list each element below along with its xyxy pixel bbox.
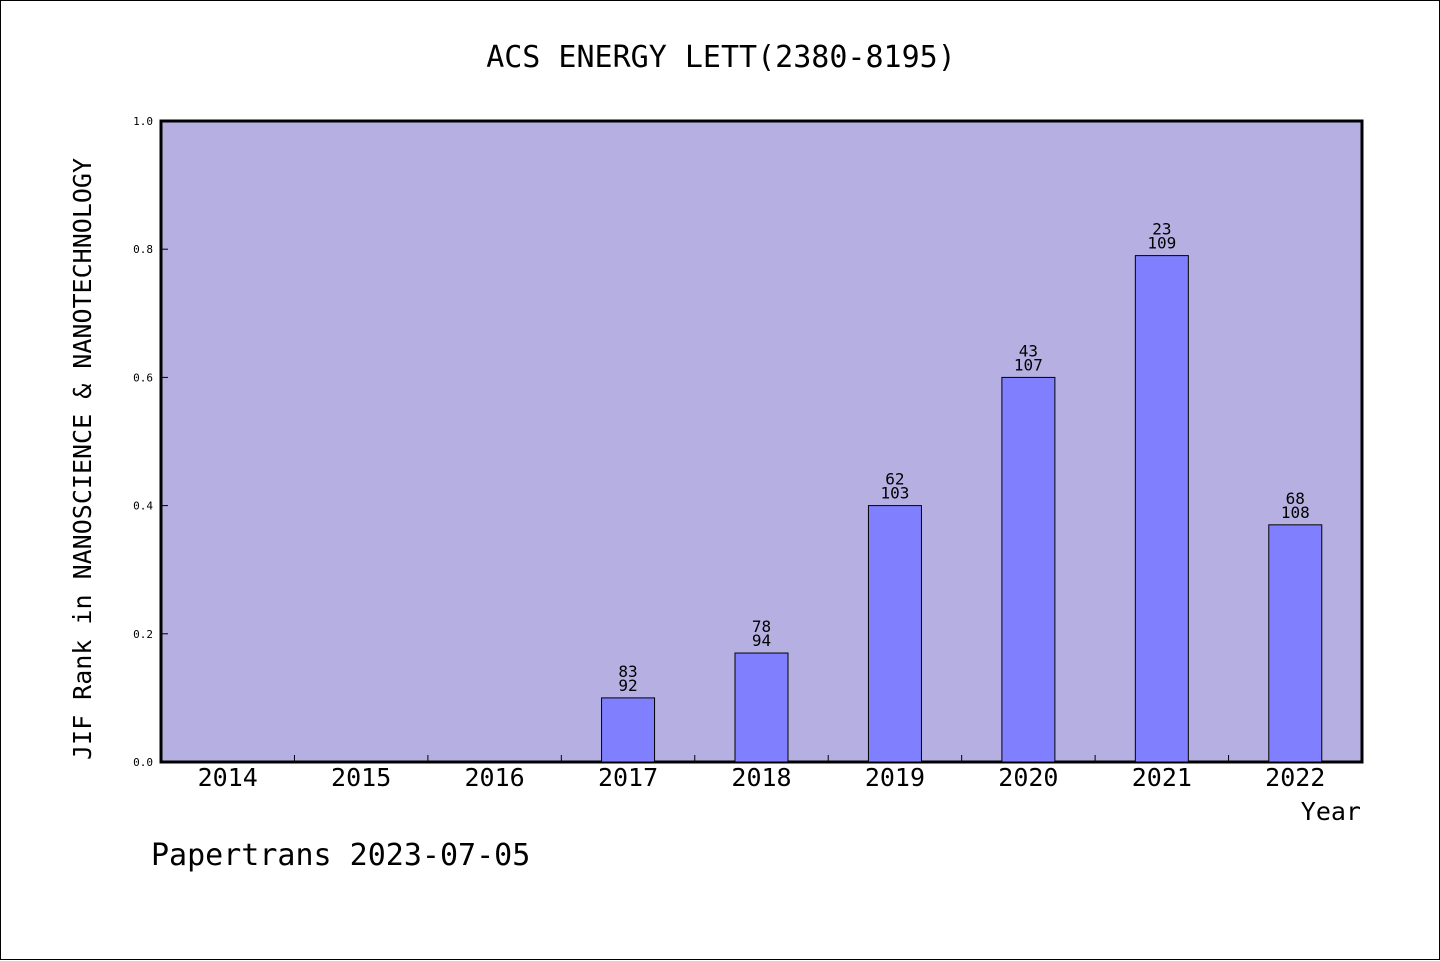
footer-text: Papertrans 2023-07-05 bbox=[151, 838, 530, 873]
bar-label-bottom: 107 bbox=[1014, 355, 1043, 374]
y-axis: 0.0 0.2 0.4 0.6 0.8 1.0 bbox=[133, 115, 168, 769]
x-tick-label: 2017 bbox=[598, 763, 658, 792]
bar-label-top: 43 bbox=[1019, 341, 1038, 360]
x-axis: 2014 2015 2016 2017 2018 2019 2020 2021 2022 bbox=[198, 755, 1325, 792]
bar-label-top: 83 bbox=[618, 662, 637, 681]
y-tick-label: 0.0 bbox=[133, 756, 153, 769]
x-tick-label: 2019 bbox=[865, 763, 925, 792]
bar-label-top: 23 bbox=[1152, 220, 1171, 239]
bar bbox=[1001, 376, 1056, 763]
x-tick-label: 2015 bbox=[331, 763, 391, 792]
x-tick-label: 2014 bbox=[198, 763, 258, 792]
y-tick-label: 0.6 bbox=[133, 371, 153, 384]
x-tick-label: 2020 bbox=[998, 763, 1058, 792]
bar bbox=[1268, 524, 1323, 763]
bar-label-bottom: 103 bbox=[880, 484, 909, 503]
bar bbox=[867, 505, 922, 763]
bar bbox=[601, 697, 656, 763]
bar-label-bottom: 109 bbox=[1147, 234, 1176, 253]
x-tick-label: 2018 bbox=[731, 763, 791, 792]
x-tick-label: 2016 bbox=[465, 763, 525, 792]
bar-label-bottom: 92 bbox=[618, 676, 637, 695]
y-axis-label: JIF Rank in NANOSCIENCE & NANOTECHNOLOGY bbox=[68, 158, 97, 760]
bar-label-bottom: 108 bbox=[1281, 503, 1310, 522]
bar-label-top: 78 bbox=[752, 617, 771, 636]
bar-label-bottom: 94 bbox=[752, 631, 771, 650]
y-tick-label: 0.2 bbox=[133, 628, 153, 641]
x-tick-label: 2021 bbox=[1132, 763, 1192, 792]
bar-label-top: 68 bbox=[1286, 489, 1305, 508]
bar bbox=[1134, 255, 1189, 763]
y-tick-label: 0.8 bbox=[133, 243, 153, 256]
x-tick-label: 2022 bbox=[1265, 763, 1325, 792]
y-tick-label: 1.0 bbox=[133, 115, 153, 128]
bar-label-top: 62 bbox=[885, 470, 904, 489]
y-tick-label: 0.4 bbox=[133, 500, 153, 513]
chart-title: ACS ENERGY LETT(2380-8195) bbox=[486, 40, 956, 75]
x-axis-label: Year bbox=[1301, 797, 1361, 826]
bar bbox=[734, 652, 789, 763]
